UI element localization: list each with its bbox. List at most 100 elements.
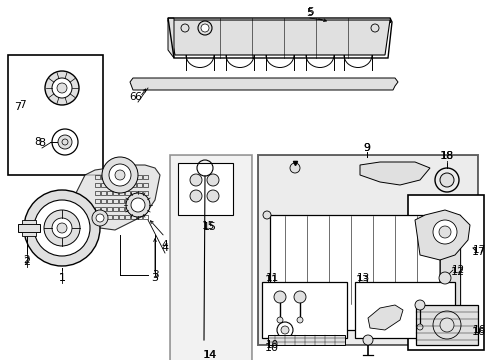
Text: 10: 10	[264, 343, 279, 353]
Bar	[125, 215, 130, 219]
Bar	[125, 207, 130, 211]
Circle shape	[206, 190, 219, 202]
Text: 15: 15	[203, 222, 217, 232]
Text: 8: 8	[39, 138, 45, 148]
Bar	[178, 163, 232, 215]
Bar	[142, 191, 148, 195]
Text: 15: 15	[201, 221, 214, 231]
Text: 13: 13	[355, 275, 369, 285]
Bar	[107, 175, 112, 179]
Bar	[119, 207, 124, 211]
Circle shape	[414, 300, 424, 310]
Polygon shape	[267, 335, 345, 345]
Bar	[101, 215, 106, 219]
Circle shape	[92, 210, 108, 226]
Bar	[119, 183, 124, 187]
Text: 4: 4	[161, 243, 168, 253]
Bar	[131, 175, 136, 179]
Bar	[95, 183, 100, 187]
Bar	[125, 175, 130, 179]
Text: 16: 16	[471, 327, 485, 337]
Bar	[18, 224, 40, 232]
Text: 16: 16	[471, 325, 485, 335]
Bar	[113, 215, 118, 219]
Circle shape	[263, 211, 270, 219]
Circle shape	[190, 190, 202, 202]
Circle shape	[432, 220, 456, 244]
Bar	[131, 199, 136, 203]
Circle shape	[362, 335, 372, 345]
Circle shape	[273, 291, 285, 303]
Text: 7: 7	[19, 100, 25, 110]
Circle shape	[370, 24, 378, 32]
Text: 5: 5	[306, 7, 313, 17]
Bar	[262, 282, 346, 338]
Text: 6: 6	[134, 92, 141, 102]
Circle shape	[181, 24, 189, 32]
Text: 17: 17	[471, 247, 485, 257]
Circle shape	[201, 24, 208, 32]
Bar	[415, 305, 477, 345]
Text: 13: 13	[356, 273, 369, 283]
Bar	[142, 175, 148, 179]
Text: 6: 6	[129, 92, 136, 102]
Bar	[113, 199, 118, 203]
Circle shape	[293, 291, 305, 303]
Circle shape	[44, 210, 80, 246]
Circle shape	[439, 318, 453, 332]
Circle shape	[276, 317, 283, 323]
Circle shape	[296, 317, 303, 323]
Text: 2: 2	[23, 255, 30, 265]
Text: 14: 14	[203, 350, 217, 360]
Text: 5: 5	[306, 8, 313, 18]
Bar	[22, 220, 36, 224]
Text: 10: 10	[265, 340, 278, 350]
Bar	[137, 215, 142, 219]
Polygon shape	[367, 305, 402, 330]
Text: 3: 3	[151, 273, 158, 283]
Circle shape	[57, 223, 67, 233]
Circle shape	[438, 226, 450, 238]
Bar	[137, 175, 142, 179]
Bar	[107, 207, 112, 211]
Polygon shape	[269, 215, 459, 330]
Bar	[107, 215, 112, 219]
Bar	[131, 207, 136, 211]
Bar	[95, 215, 100, 219]
Bar	[101, 175, 106, 179]
Circle shape	[96, 214, 104, 222]
Bar	[125, 191, 130, 195]
Bar	[119, 191, 124, 195]
Polygon shape	[439, 215, 459, 305]
Text: 2: 2	[23, 257, 30, 267]
Polygon shape	[359, 162, 429, 185]
Text: 1: 1	[59, 273, 65, 283]
Bar	[119, 175, 124, 179]
Circle shape	[206, 174, 219, 186]
Bar	[258, 155, 477, 345]
Circle shape	[102, 157, 138, 193]
Bar	[107, 183, 112, 187]
Circle shape	[131, 198, 145, 212]
Bar	[137, 207, 142, 211]
Bar	[142, 199, 148, 203]
Circle shape	[24, 190, 100, 266]
Circle shape	[190, 174, 202, 186]
Text: 9: 9	[363, 143, 370, 153]
Circle shape	[52, 218, 72, 238]
Circle shape	[439, 173, 453, 187]
Circle shape	[438, 272, 450, 284]
Bar	[95, 199, 100, 203]
Bar	[131, 191, 136, 195]
Bar	[107, 199, 112, 203]
Bar	[95, 207, 100, 211]
Bar	[95, 191, 100, 195]
Text: 3: 3	[151, 270, 158, 280]
Bar	[137, 199, 142, 203]
Polygon shape	[130, 78, 397, 90]
Bar	[101, 183, 106, 187]
Bar	[22, 232, 36, 236]
Bar	[119, 199, 124, 203]
Bar	[95, 175, 100, 179]
Bar	[131, 183, 136, 187]
